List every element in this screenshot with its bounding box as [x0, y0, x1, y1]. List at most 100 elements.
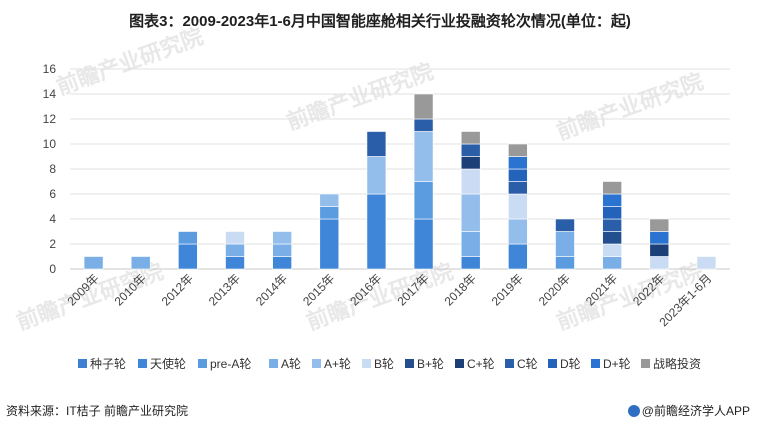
- bar-segment: [319, 206, 340, 220]
- legend-label: D轮: [560, 357, 581, 371]
- watermark-text: 前瞻产业研究院: [553, 69, 706, 145]
- bar-segment: [555, 231, 575, 257]
- legend-label: C轮: [517, 357, 538, 371]
- legend-swatch: [138, 359, 147, 368]
- x-tick-label: 2020年: [536, 271, 573, 308]
- legend-label: A+轮: [324, 357, 351, 371]
- bar-segment: [508, 143, 528, 157]
- legend-label: 种子轮: [90, 357, 126, 371]
- bar-segment: [508, 168, 528, 182]
- bar-segment: [508, 181, 528, 195]
- legend-swatch: [78, 359, 87, 368]
- bar-segment: [602, 206, 622, 220]
- y-tick-label: 8: [49, 162, 56, 176]
- legend: 种子轮 天使轮 pre-A轮 A轮 A+轮 B轮 B+轮 C+轮 C轮 D轮 D+轮 战略投资: [78, 356, 701, 371]
- bar-segment: [649, 218, 670, 232]
- bar-segment: [366, 131, 387, 157]
- x-tick-label: 2013年: [206, 271, 243, 308]
- bar-segment: [272, 256, 292, 270]
- bar-segment: [366, 156, 387, 195]
- source-note: 资料来源：IT桔子 前瞻产业研究院: [6, 404, 188, 418]
- bars-layer: [83, 93, 717, 270]
- bar-segment: [178, 231, 198, 245]
- bar-segment: [460, 156, 481, 170]
- bar-segment: [413, 118, 434, 132]
- legend-swatch: [591, 359, 600, 368]
- x-tick-label: 2014年: [253, 271, 290, 308]
- bar-segment: [413, 93, 434, 120]
- brand-logo-icon: [627, 405, 640, 417]
- bar-segment: [555, 256, 575, 270]
- legend-swatch: [455, 359, 464, 368]
- bar-segment: [460, 193, 481, 232]
- bar-segment: [602, 181, 622, 195]
- legend-label: pre-A轮: [210, 357, 251, 371]
- bar-segment: [319, 193, 340, 207]
- y-tick-label: 4: [49, 212, 56, 226]
- watermark-text: 前瞻产业研究院: [283, 59, 436, 135]
- bar-segment: [508, 218, 528, 245]
- bar-segment: [272, 231, 292, 245]
- legend-label: 天使轮: [150, 356, 186, 371]
- bar-segment: [649, 243, 670, 257]
- bar-segment: [602, 256, 622, 270]
- bar-segment: [130, 256, 151, 270]
- legend-label: B+轮: [417, 357, 444, 371]
- legend-label: D+轮: [603, 357, 631, 371]
- legend-swatch: [548, 359, 557, 368]
- bar-segment: [366, 193, 387, 270]
- bar-segment: [460, 143, 481, 157]
- y-tick-label: 14: [43, 87, 57, 101]
- legend-swatch: [312, 359, 321, 368]
- legend-label: 战略投资: [653, 356, 701, 371]
- bar-segment: [413, 131, 434, 182]
- bar-segment: [178, 243, 198, 270]
- legend-label: B轮: [374, 357, 394, 371]
- y-axis: 0 2 4 6 8 10 12 14 16: [43, 62, 57, 276]
- y-tick-label: 6: [49, 187, 56, 201]
- bar-segment: [225, 256, 245, 270]
- bar-segment: [319, 218, 340, 270]
- legend-swatch: [362, 359, 371, 368]
- bar-segment: [225, 231, 245, 245]
- bar-segment: [696, 256, 717, 270]
- bar-segment: [508, 243, 528, 270]
- watermark-text: 前瞻产业研究院: [53, 24, 206, 100]
- bar-segment: [602, 231, 622, 245]
- legend-swatch: [198, 359, 207, 368]
- bar-segment: [508, 156, 528, 170]
- legend-swatch: [641, 359, 650, 368]
- legend-label: A轮: [281, 357, 301, 371]
- bar-segment: [83, 256, 104, 270]
- bar-segment: [272, 243, 292, 257]
- brand-credit-text: @前瞻经济学人APP: [641, 404, 750, 418]
- y-tick-label: 0: [49, 262, 56, 276]
- watermark-text: 前瞻产业研究院: [303, 259, 456, 335]
- bar-segment: [649, 231, 670, 245]
- bar-segment: [649, 256, 670, 270]
- legend-swatch: [269, 359, 278, 368]
- bar-segment: [413, 181, 434, 220]
- bar-segment: [555, 218, 575, 232]
- y-tick-label: 2: [49, 237, 56, 251]
- y-tick-label: 12: [43, 112, 57, 126]
- chart-title: 图表3：2009-2023年1-6月中国智能座舱相关行业投融资轮次情况(单位：起…: [129, 13, 631, 30]
- watermark-text: 前瞻产业研究院: [13, 259, 166, 335]
- bar-segment: [460, 131, 481, 145]
- bar-segment: [508, 193, 528, 220]
- bar-segment: [602, 243, 622, 257]
- y-tick-label: 16: [43, 62, 57, 76]
- y-tick-label: 10: [43, 137, 57, 151]
- brand-credit: @前瞻经济学人APP: [627, 402, 750, 419]
- bar-segment: [602, 193, 622, 207]
- bar-segment: [460, 256, 481, 270]
- legend-swatch: [405, 359, 414, 368]
- bar-segment: [460, 168, 481, 195]
- legend-swatch: [505, 359, 514, 368]
- bar-segment: [460, 231, 481, 257]
- bar-segment: [602, 218, 622, 232]
- legend-label: C+轮: [467, 357, 495, 371]
- x-tick-label: 2019年: [489, 271, 526, 308]
- bar-segment: [413, 218, 434, 270]
